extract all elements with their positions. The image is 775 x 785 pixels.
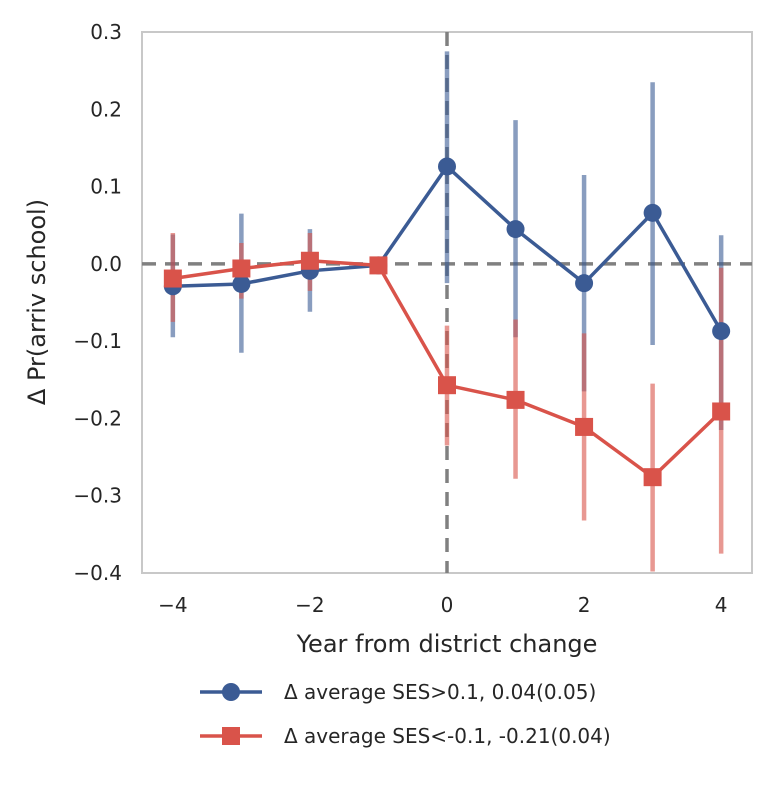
data-point xyxy=(438,157,456,176)
data-point xyxy=(232,274,251,293)
y-tick-label: 0.2 xyxy=(90,97,122,121)
x-tick-label: 4 xyxy=(715,593,728,617)
legend-label: Δ average SES<-0.1, -0.21(0.04) xyxy=(284,724,611,748)
legend-marker xyxy=(222,727,240,745)
legend-marker xyxy=(222,683,240,701)
y-tick-label: −0.2 xyxy=(73,406,122,430)
data-point xyxy=(369,256,388,275)
data-point xyxy=(575,274,594,293)
x-tick-label: 2 xyxy=(578,593,591,617)
legend: Δ average SES>0.1, 0.04(0.05) Δ average S… xyxy=(200,680,611,748)
data-point xyxy=(232,259,251,278)
y-tick-label: 0.3 xyxy=(90,20,122,44)
y-tick-label: −0.4 xyxy=(73,561,122,585)
x-axis-ticks: −4 −2 0 2 4 xyxy=(158,593,727,617)
data-point xyxy=(506,220,525,239)
y-tick-label: 0.1 xyxy=(90,175,122,199)
legend-item-2: Δ average SES<-0.1, -0.21(0.04) xyxy=(200,724,611,748)
data-point xyxy=(712,402,731,421)
y-tick-label: −0.3 xyxy=(73,484,122,508)
x-tick-label: 0 xyxy=(441,593,454,617)
data-point xyxy=(438,376,456,395)
data-point xyxy=(575,417,594,436)
data-point xyxy=(712,322,731,341)
y-tick-label: −0.1 xyxy=(73,329,122,353)
x-tick-label: −2 xyxy=(295,593,324,617)
x-tick-label: −4 xyxy=(158,593,187,617)
legend-label: Δ average SES>0.1, 0.04(0.05) xyxy=(284,680,596,704)
data-point xyxy=(300,251,319,270)
data-point xyxy=(506,390,525,409)
data-point xyxy=(643,203,662,222)
plot-area xyxy=(141,31,753,574)
y-axis-ticks: −0.4 −0.3 −0.2 −0.1 0.0 0.1 0.2 0.3 xyxy=(73,20,122,585)
legend-item-1: Δ average SES>0.1, 0.04(0.05) xyxy=(200,680,596,704)
y-tick-label: 0.0 xyxy=(90,252,122,276)
data-point xyxy=(163,269,182,288)
y-axis-label: Δ Pr(arriv school) xyxy=(23,199,51,405)
data-point xyxy=(643,468,662,487)
series-2 xyxy=(163,251,731,487)
x-axis-label: Year from district change xyxy=(296,630,598,658)
